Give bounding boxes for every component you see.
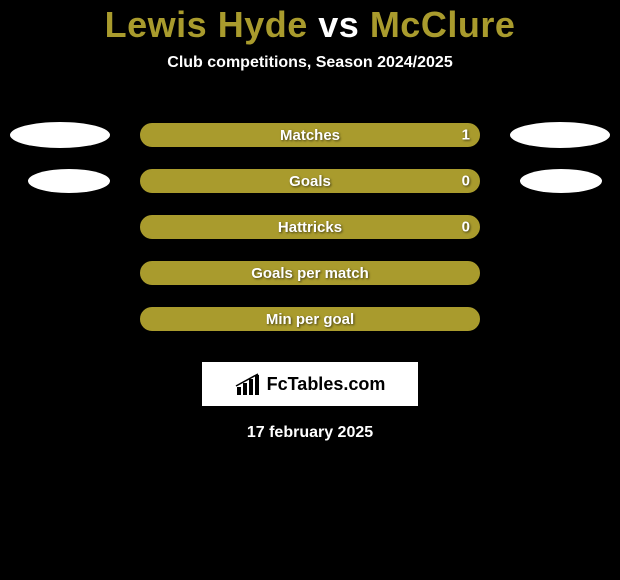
player1-badge: [28, 169, 110, 193]
stat-bar: Hattricks: [140, 215, 480, 239]
stat-bar: Matches: [140, 123, 480, 147]
page-title: Lewis Hyde vs McClure: [0, 4, 620, 46]
stat-value-right: 0: [462, 219, 470, 236]
chart-icon: [235, 373, 261, 395]
player1-badge: [10, 122, 110, 148]
stat-row: Goals 0: [0, 158, 620, 204]
player2-badge: [520, 169, 602, 193]
stat-row: Hattricks 0: [0, 204, 620, 250]
stat-value-right: 0: [462, 173, 470, 190]
stat-value-right: 1: [462, 127, 470, 144]
stats-table: Matches 1 Goals 0 Hattricks 0 Goals per match M…: [0, 112, 620, 342]
stat-label: Hattricks: [278, 219, 342, 236]
vs-text: vs: [318, 4, 359, 45]
stat-label: Goals: [289, 173, 331, 190]
bar-left-fill: [142, 171, 310, 191]
stat-bar: Goals per match: [140, 261, 480, 285]
comparison-card: Lewis Hyde vs McClure Club competitions,…: [0, 0, 620, 442]
stat-bar: Goals: [140, 169, 480, 193]
source-logo: FcTables.com: [202, 362, 418, 406]
stat-label: Min per goal: [266, 311, 354, 328]
stat-label: Matches: [280, 127, 340, 144]
player2-badge: [510, 122, 610, 148]
subtitle: Club competitions, Season 2024/2025: [0, 54, 620, 72]
logo-text: FcTables.com: [267, 374, 386, 395]
stat-row: Matches 1: [0, 112, 620, 158]
player2-name: McClure: [370, 4, 516, 45]
stat-bar: Min per goal: [140, 307, 480, 331]
stat-label: Goals per match: [251, 265, 369, 282]
stat-row: Min per goal: [0, 296, 620, 342]
date-text: 17 february 2025: [0, 424, 620, 442]
bar-right-fill: [310, 171, 478, 191]
player1-name: Lewis Hyde: [105, 4, 308, 45]
stat-row: Goals per match: [0, 250, 620, 296]
